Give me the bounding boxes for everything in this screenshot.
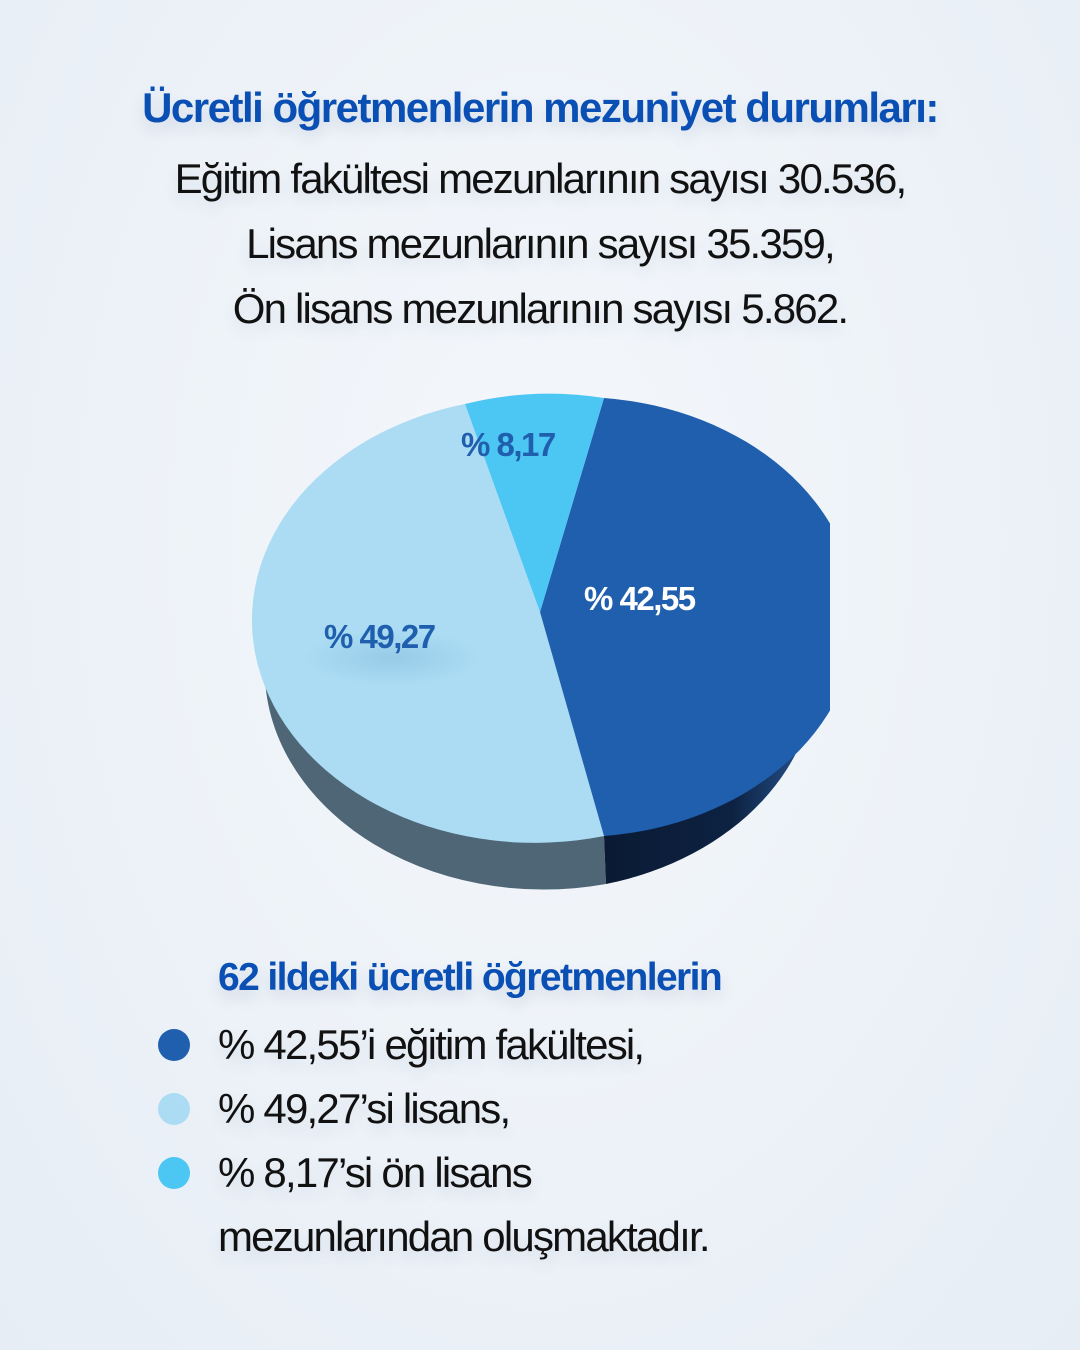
pie-chart-graphic xyxy=(251,393,830,890)
legend-item-egitim-fakultesi: % 42,55’i eğitim fakültesi, xyxy=(158,1013,709,1077)
slice-on-lisans xyxy=(465,393,604,612)
legend-continuation-text: mezunlarından oluşmaktadır. xyxy=(218,1213,711,1260)
legend: % 42,55’i eğitim fakültesi, % 49,27’si l… xyxy=(158,1013,711,1269)
legend-item-lisans: % 49,27’si lisans, xyxy=(158,1077,709,1141)
slice-lisans xyxy=(251,404,604,843)
legend-item-on-lisans: % 8,17’si ön lisans xyxy=(158,1141,709,1205)
pie-label-egitim-fakultesi: % 42,55 xyxy=(584,580,696,617)
page-title: Ücretli öğretmenlerin mezuniyet durumlar… xyxy=(142,84,939,131)
pie-chart: % 8,17 % 42,55 % 49,27 xyxy=(250,390,830,890)
summary-title: 62 ildeki ücretli öğretmenlerin xyxy=(218,956,723,999)
intro-line-associate: Ön lisans mezunlarının sayısı 5.862. xyxy=(232,285,849,332)
legend-continuation: mezunlarından oluşmaktadır. xyxy=(158,1205,711,1269)
intro-line-bachelor: Lisans mezunlarının sayısı 35.359, xyxy=(246,220,836,267)
slice-egitim-fakultesi xyxy=(540,398,830,836)
legend-text: % 8,17’si ön lisans xyxy=(218,1149,533,1196)
legend-text: % 42,55’i eğitim fakültesi, xyxy=(218,1021,645,1068)
light-blue-bullet-icon xyxy=(158,1093,190,1125)
dark-blue-bullet-icon xyxy=(158,1029,190,1061)
intro-line-education-faculty: Eğitim fakültesi mezunlarının sayısı 30.… xyxy=(174,155,908,202)
intro-text: Eğitim fakültesi mezunlarının sayısı 30.… xyxy=(0,146,1080,341)
legend-text: % 49,27’si lisans, xyxy=(218,1085,511,1132)
cyan-bullet-icon xyxy=(158,1157,190,1189)
pie-side-light xyxy=(260,617,606,890)
pie-label-lisans: % 49,27 xyxy=(324,618,436,655)
pie-label-on-lisans: % 8,17 xyxy=(461,426,556,463)
